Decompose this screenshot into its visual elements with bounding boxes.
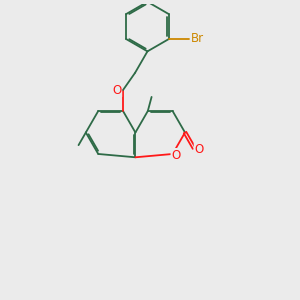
Text: O: O [112,83,121,97]
Text: Br: Br [191,32,204,45]
Text: O: O [172,149,181,162]
Text: O: O [195,143,204,156]
